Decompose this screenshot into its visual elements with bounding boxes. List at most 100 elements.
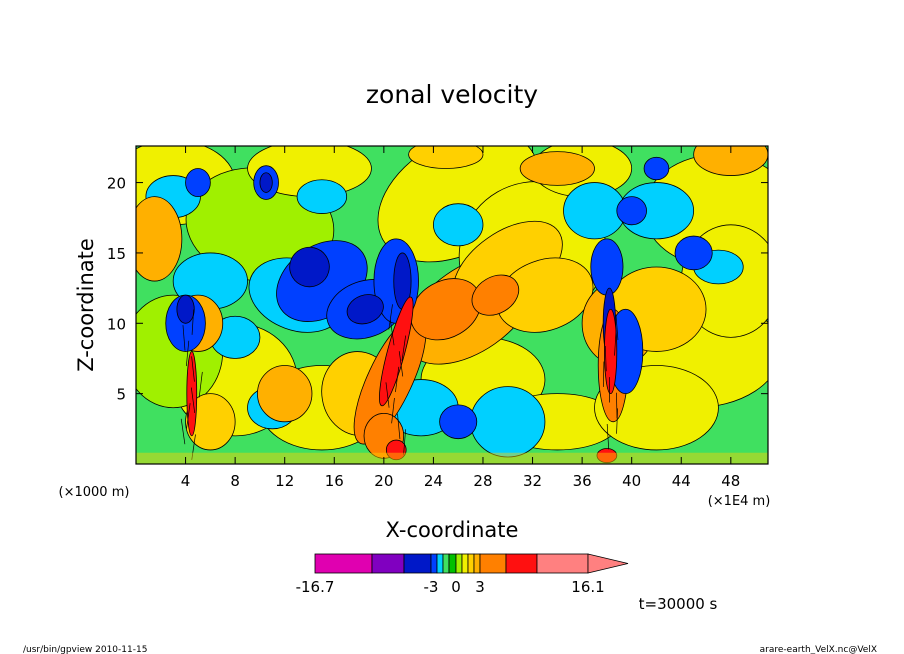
y-tick-label: 15 <box>107 245 126 263</box>
contour-region <box>296 179 348 214</box>
colorbar-swatch <box>455 553 463 574</box>
contour-line <box>191 309 194 335</box>
plot-area <box>136 146 768 464</box>
time-label: t=30000 s <box>639 595 718 613</box>
colorbar-swatch <box>505 553 538 574</box>
contour-line <box>397 413 401 439</box>
contour-region <box>185 168 211 198</box>
colorbar-swatch <box>467 553 475 574</box>
contour-line <box>190 387 196 413</box>
contour-line <box>186 340 190 367</box>
colorbar-swatch <box>371 553 405 574</box>
x-tick-label: 24 <box>424 472 443 490</box>
contour-line <box>401 335 407 361</box>
contour-line <box>403 429 406 455</box>
contour-line <box>614 330 617 356</box>
contour-region <box>185 393 236 451</box>
x-tick-label: 16 <box>325 472 344 490</box>
colorbar-label: 3 <box>475 578 485 596</box>
contour-region <box>590 238 624 296</box>
contour-line <box>182 325 186 351</box>
contour-line <box>604 345 607 372</box>
colorbar-label: -16.7 <box>296 578 335 596</box>
x-tick-label: 44 <box>672 472 691 490</box>
colorbar-swatch <box>479 553 507 574</box>
contour-line <box>616 392 618 419</box>
contour-region <box>408 146 484 169</box>
x-tick-label: 28 <box>473 472 492 490</box>
z-unit-label: (×1000 m) <box>59 485 130 500</box>
contour-line <box>198 371 203 398</box>
colorbar-arrow <box>587 553 629 574</box>
x-tick-label: 12 <box>275 472 294 490</box>
colorbar-swatch <box>403 553 432 574</box>
contour-region <box>176 294 195 324</box>
surface-band <box>136 452 768 464</box>
colorbar-swatch <box>536 553 589 574</box>
contour-line <box>603 361 605 387</box>
contour-region <box>385 439 407 461</box>
x-tick-label: 8 <box>230 472 240 490</box>
contour-region <box>257 365 313 423</box>
contour-line <box>186 403 191 429</box>
contour-region <box>259 172 273 193</box>
contour-line <box>615 314 619 341</box>
contour-region <box>136 196 183 282</box>
contour-line <box>191 356 195 382</box>
y-axis-label: Z-coordinate <box>74 238 98 372</box>
contour-line <box>388 304 393 330</box>
colorbar <box>314 553 629 574</box>
footer-right: arare-earth_VelX.nc@VelX <box>760 645 877 654</box>
colorbar-swatch <box>448 553 457 574</box>
colorbar-label: -3 <box>424 578 439 596</box>
plot-frame <box>135 145 769 465</box>
velocity-field <box>136 146 768 464</box>
contour-region <box>471 274 520 316</box>
x-tick-label: 4 <box>181 472 191 490</box>
colorbar-label: 16.1 <box>571 578 604 596</box>
contour-line <box>180 418 186 445</box>
y-tick-label: 5 <box>116 386 126 404</box>
contour-region <box>379 296 414 407</box>
colorbar-label: 0 <box>451 578 461 596</box>
contour-line <box>385 382 390 408</box>
contour-region <box>289 246 330 288</box>
contour-region <box>596 448 618 463</box>
contour-line <box>398 351 404 377</box>
colorbar-swatch <box>430 553 438 574</box>
x-axis-label: X-coordinate <box>386 518 519 542</box>
contour-region <box>186 351 198 437</box>
contour-line <box>389 319 395 346</box>
colorbar-swatch <box>314 553 373 574</box>
x-tick-label: 36 <box>573 472 592 490</box>
chart-title: zonal velocity <box>366 80 538 109</box>
x-axis: 4 8 12 16 20 24 28 32 36 40 44 48 <box>181 146 740 490</box>
x-unit-label: (×1E4 m) <box>708 494 771 509</box>
colorbar-labels: -16.7 -3 0 3 16.1 <box>296 578 605 596</box>
colorbar-swatch <box>461 553 469 574</box>
contour-line <box>391 397 395 424</box>
contour-region <box>616 196 647 226</box>
contour-region <box>346 294 384 325</box>
y-axis: 5 10 15 20 <box>107 175 768 404</box>
contour-line <box>191 434 196 460</box>
contour-region <box>433 203 484 247</box>
contour-line <box>395 366 400 393</box>
contour-line <box>616 408 618 434</box>
y-tick-label: 20 <box>107 175 126 193</box>
x-tick-label: 40 <box>622 472 641 490</box>
colorbar-swatch <box>442 553 450 574</box>
x-tick-label: 20 <box>374 472 393 490</box>
contour-region <box>470 386 546 458</box>
contour-region <box>604 308 618 395</box>
contour-region <box>643 156 670 181</box>
contour-region <box>563 182 626 240</box>
footer-left: /usr/bin/gpview 2010-11-15 <box>23 645 147 654</box>
contour-region <box>674 235 713 271</box>
contour-region <box>439 404 478 440</box>
contour-region <box>693 146 768 176</box>
colorbar-swatch <box>473 553 481 574</box>
x-tick-label: 48 <box>721 472 740 490</box>
x-tick-label: 32 <box>523 472 542 490</box>
y-tick-label: 10 <box>107 315 126 333</box>
